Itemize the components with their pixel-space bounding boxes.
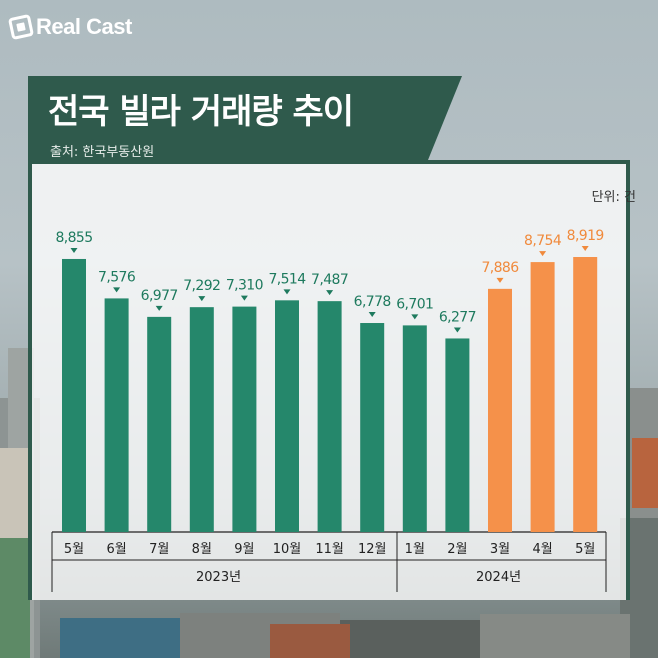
brand-logo: Real Cast [7,13,132,41]
bar-1 [62,258,86,532]
value-label-9: 6,701 [396,296,433,312]
category-label-9: 1월 [405,542,425,557]
value-label-6: 7,514 [268,271,306,287]
value-marker-6 [283,289,291,295]
category-label-2: 6월 [106,542,126,557]
value-marker-12 [539,251,547,257]
value-marker-4 [198,296,206,302]
bar-4 [189,307,214,532]
bar-8 [360,323,385,532]
bar-7 [317,301,342,532]
bar-5 [232,306,257,532]
value-marker-13 [581,246,589,251]
category-label-1: 5월 [64,542,84,557]
value-marker-3 [155,305,163,311]
value-marker-1 [70,247,78,253]
value-marker-2 [113,287,121,293]
brand-name: Real Cast [36,14,132,39]
value-label-2: 7,576 [98,269,136,285]
bar-10 [445,338,470,532]
value-label-3: 6,977 [141,288,178,304]
value-marker-5 [240,295,248,301]
bar-13 [573,257,598,532]
category-label-13: 5월 [575,542,595,557]
category-label-5: 9월 [234,542,254,557]
value-marker-11 [496,277,504,283]
value-label-1: 8,855 [55,230,92,246]
value-label-5: 7,310 [226,278,263,294]
value-label-7: 7,487 [311,272,348,288]
value-label-11: 7,886 [481,260,519,276]
title-banner-tail [428,76,462,160]
value-label-4: 7,292 [183,278,220,294]
category-label-12: 4월 [532,542,552,557]
category-label-4: 8월 [192,542,212,557]
category-label-10: 2월 [447,542,467,557]
category-label-3: 7월 [149,542,169,557]
category-label-11: 3월 [490,542,510,557]
value-label-12: 8,754 [524,233,562,249]
bar-6 [275,300,299,532]
category-label-7: 11월 [315,542,344,557]
value-label-13: 8,919 [567,228,604,244]
bar-2 [104,298,129,532]
category-label-8: 12월 [358,542,387,557]
value-marker-8 [368,312,376,318]
year-label-2023: 2023년 [196,570,242,585]
value-marker-10 [453,327,461,333]
value-label-10: 6,277 [439,309,476,325]
bar-11 [488,288,512,532]
bar-9 [402,325,427,532]
year-label-2024: 2024년 [476,570,522,585]
source-note: 출처: 한국부동산원 [50,145,155,160]
bar-3 [147,316,172,532]
value-marker-9 [411,314,419,320]
chart-title: 전국 빌라 거래량 추이 [48,92,354,132]
value-label-8: 6,778 [354,294,391,310]
title-banner [28,76,428,160]
unit-label: 단위: 건 [591,190,636,205]
category-label-6: 10월 [273,542,302,557]
bar-12 [530,262,555,532]
value-marker-7 [326,290,334,296]
